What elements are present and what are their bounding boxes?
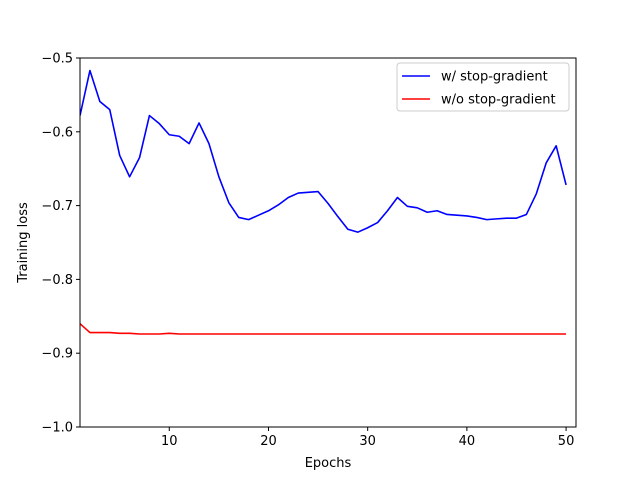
legend: w/ stop-gradient w/o stop-gradient xyxy=(396,62,570,112)
y-tick-label: −0.8 xyxy=(41,273,73,288)
x-axis-ticks: 10 20 30 40 50 xyxy=(161,427,574,449)
y-tick-label: −0.9 xyxy=(41,347,73,362)
y-axis-label: Training loss xyxy=(16,202,31,284)
y-tick-label: −0.5 xyxy=(41,52,73,67)
y-axis-ticks: −1.0 −0.9 −0.8 −0.7 −0.6 −0.5 xyxy=(41,52,80,436)
y-tick-label: −0.7 xyxy=(41,199,73,214)
x-tick-label: 20 xyxy=(260,434,277,449)
x-tick-label: 10 xyxy=(161,434,178,449)
series-layer xyxy=(80,69,567,335)
series-line-w-stop-gradient xyxy=(80,69,567,233)
y-tick-label: −0.6 xyxy=(41,125,73,140)
x-tick-label: 30 xyxy=(359,434,376,449)
x-tick-label: 40 xyxy=(459,434,476,449)
x-axis-label: Epochs xyxy=(305,456,352,471)
axes-frame xyxy=(79,57,577,428)
legend-label-w-stop-gradient: w/ stop-gradient xyxy=(441,70,548,85)
legend-label-wo-stop-gradient: w/o stop-gradient xyxy=(441,93,556,108)
legend-box xyxy=(396,62,570,112)
x-tick-label: 50 xyxy=(558,434,575,449)
series-line-w-o-stop-gradient xyxy=(80,323,567,335)
y-tick-label: −1.0 xyxy=(41,421,73,436)
